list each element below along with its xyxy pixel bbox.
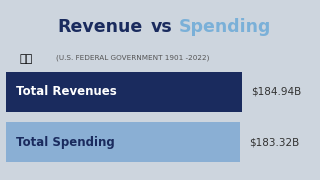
Text: 🇺🇸: 🇺🇸 <box>19 54 32 64</box>
Text: Total Spending: Total Spending <box>16 136 115 149</box>
Text: (U.S. FEDERAL GOVERNMENT 1901 -2022): (U.S. FEDERAL GOVERNMENT 1901 -2022) <box>56 54 209 60</box>
Text: vs: vs <box>150 18 172 36</box>
FancyBboxPatch shape <box>6 122 240 162</box>
Text: Revenue: Revenue <box>58 18 143 36</box>
Text: Spending: Spending <box>179 18 272 36</box>
Text: $184.94B: $184.94B <box>251 87 301 97</box>
Text: $183.32B: $183.32B <box>250 137 300 147</box>
Text: Total Revenues: Total Revenues <box>16 85 117 98</box>
FancyBboxPatch shape <box>6 72 242 112</box>
